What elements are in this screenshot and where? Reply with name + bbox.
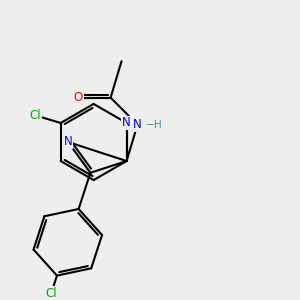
Text: Cl: Cl xyxy=(45,287,57,300)
Text: −H: −H xyxy=(146,120,163,130)
Text: N: N xyxy=(133,118,142,131)
Text: Cl: Cl xyxy=(29,109,41,122)
Text: N: N xyxy=(64,136,72,148)
Text: N: N xyxy=(122,116,131,130)
Text: O: O xyxy=(74,91,83,104)
